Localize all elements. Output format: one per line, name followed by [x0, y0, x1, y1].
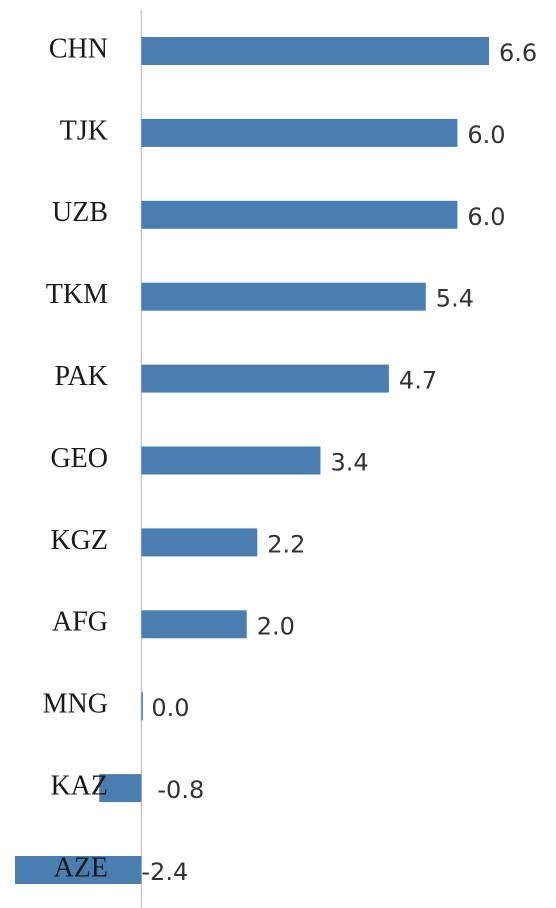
bar — [141, 692, 143, 721]
category-label: KGZ — [50, 525, 108, 556]
value-label: 2.2 — [267, 530, 305, 558]
value-label: 4.7 — [399, 367, 437, 395]
category-label: KAZ — [50, 771, 108, 802]
bar — [99, 774, 142, 803]
bar — [141, 528, 258, 557]
value-label: 0.0 — [151, 694, 189, 722]
bar — [141, 200, 458, 229]
bar — [141, 37, 489, 65]
bar — [141, 446, 321, 475]
value-label: 2.0 — [257, 612, 295, 640]
category-label: MNG — [43, 689, 108, 720]
category-label: GEO — [50, 443, 108, 474]
bar — [141, 610, 247, 639]
bar — [141, 364, 389, 393]
value-label: 3.4 — [330, 449, 368, 477]
value-label: -0.8 — [157, 776, 204, 804]
category-label: CHN — [49, 33, 108, 64]
bar — [15, 856, 142, 884]
category-label: TJK — [60, 115, 108, 146]
bar — [141, 118, 458, 147]
value-label: 5.4 — [436, 285, 474, 313]
category-label: TKM — [46, 279, 108, 310]
category-label: PAK — [55, 361, 108, 392]
category-label: AFG — [52, 607, 108, 638]
value-label: 6.6 — [499, 39, 537, 67]
category-label: AZE — [54, 852, 108, 883]
category-label: UZB — [52, 197, 108, 228]
value-label: 6.0 — [467, 121, 505, 149]
value-label: 6.0 — [467, 203, 505, 231]
bar — [141, 282, 426, 311]
value-label: -2.4 — [141, 858, 188, 886]
